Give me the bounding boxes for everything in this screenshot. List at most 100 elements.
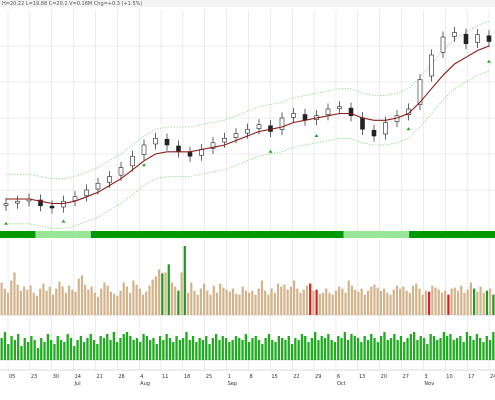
volume-bar bbox=[212, 285, 215, 315]
trend-segment bbox=[484, 231, 491, 238]
indicator-bar bbox=[343, 332, 346, 360]
x-tick-label: 17 bbox=[468, 374, 474, 380]
x-tick-label: 1 bbox=[228, 374, 231, 380]
trend-segment bbox=[399, 231, 405, 238]
indicator-bar bbox=[122, 334, 125, 360]
candle-body bbox=[199, 149, 204, 156]
candle-body bbox=[360, 117, 365, 130]
trend-segment bbox=[65, 231, 72, 238]
volume-bar bbox=[273, 292, 276, 315]
candle-body bbox=[302, 114, 308, 121]
volume-bar bbox=[122, 282, 125, 315]
indicator-bar bbox=[432, 336, 436, 360]
indicator-bar bbox=[492, 332, 495, 360]
indicator-bar bbox=[314, 332, 317, 360]
indicator-bar bbox=[274, 342, 277, 360]
volume-bar bbox=[103, 282, 106, 315]
indicator-bar bbox=[439, 338, 442, 360]
volume-bar bbox=[93, 292, 96, 315]
indicator-bar bbox=[46, 334, 49, 360]
volume-bar bbox=[45, 290, 48, 315]
indicator-bar bbox=[152, 338, 155, 360]
volume-bar bbox=[244, 290, 247, 315]
trend-layer bbox=[0, 231, 495, 238]
lower-band-line bbox=[6, 70, 490, 229]
x-tick-label: 4 bbox=[140, 374, 143, 380]
volume-bar bbox=[428, 291, 431, 315]
trend-segment bbox=[348, 231, 354, 238]
trend-segment bbox=[101, 231, 107, 238]
indicator-bar bbox=[488, 340, 492, 360]
indicator-bar bbox=[363, 336, 366, 360]
volume-bar bbox=[6, 292, 10, 315]
volume-bar bbox=[193, 290, 196, 315]
trend-segment bbox=[20, 231, 26, 238]
indicator-bar bbox=[33, 340, 36, 360]
volume-bar bbox=[158, 269, 161, 315]
trend-segment bbox=[373, 231, 380, 238]
volume-bar bbox=[482, 292, 485, 315]
indicator-bar bbox=[449, 334, 452, 360]
x-tick-label: 05 bbox=[9, 374, 15, 380]
candle-body bbox=[348, 107, 354, 117]
volume-bar bbox=[280, 286, 283, 315]
indicator-bar bbox=[380, 336, 383, 360]
indicator-bar bbox=[43, 342, 46, 360]
indicator-bar bbox=[333, 342, 337, 360]
candle-body bbox=[383, 122, 388, 135]
volume-bar bbox=[42, 283, 45, 315]
volume-bar bbox=[473, 288, 476, 315]
volume-bar bbox=[16, 284, 19, 315]
volume-bar bbox=[276, 283, 280, 315]
volume-bar bbox=[293, 280, 296, 315]
volume-bar bbox=[469, 282, 472, 315]
header-bar bbox=[0, 0, 495, 7]
indicator-bar bbox=[86, 338, 89, 360]
indicator-bar bbox=[248, 342, 251, 360]
volume-bar bbox=[74, 291, 77, 315]
volume-bar bbox=[405, 290, 408, 315]
x-tick-label: 30 bbox=[53, 374, 59, 380]
trend-segment bbox=[318, 231, 324, 238]
x-tick-label: 14 bbox=[75, 374, 81, 380]
trend-segment bbox=[202, 231, 208, 238]
candle-body bbox=[141, 144, 147, 155]
volume-bar bbox=[354, 289, 357, 315]
trend-segment bbox=[242, 231, 248, 238]
trend-segment bbox=[419, 231, 425, 238]
trend-segment bbox=[5, 231, 11, 238]
trend-segment bbox=[45, 231, 51, 238]
volume-bar bbox=[148, 285, 151, 315]
indicator-bar bbox=[485, 336, 488, 360]
volume-bar bbox=[389, 294, 392, 315]
indicator-bar bbox=[320, 336, 323, 360]
x-tick-label: 22 bbox=[293, 374, 299, 380]
trend-segment bbox=[207, 231, 213, 238]
volume-bar bbox=[379, 290, 382, 315]
trend-segment bbox=[292, 231, 299, 238]
trend-segment bbox=[469, 231, 476, 238]
trend-segment bbox=[111, 231, 117, 238]
ma-layer bbox=[6, 45, 490, 205]
indicator-bar bbox=[0, 338, 3, 360]
trend-segment bbox=[222, 231, 228, 238]
volume-bar bbox=[460, 285, 463, 315]
volume-bar bbox=[39, 288, 42, 315]
volume-bar bbox=[196, 294, 199, 315]
indicator-bar bbox=[281, 338, 284, 360]
indicator-bar bbox=[221, 336, 224, 360]
trend-segment bbox=[196, 231, 203, 238]
trend-segment bbox=[191, 231, 198, 238]
chart-header-text: H=20.22 L=19.88 C=20.1 V=0.16M Chg=+0.3 … bbox=[2, 1, 142, 7]
volume-bar bbox=[456, 290, 460, 315]
indicator-bar bbox=[479, 338, 482, 360]
trend-segment bbox=[126, 231, 132, 238]
volume-bar bbox=[222, 287, 225, 315]
volume-bar bbox=[338, 286, 341, 315]
indicator-bar bbox=[56, 336, 59, 360]
volume-bar bbox=[151, 279, 154, 315]
indicator-bar bbox=[370, 334, 373, 360]
trend-segment bbox=[338, 231, 344, 238]
x-tick-label: 10 bbox=[446, 374, 452, 380]
